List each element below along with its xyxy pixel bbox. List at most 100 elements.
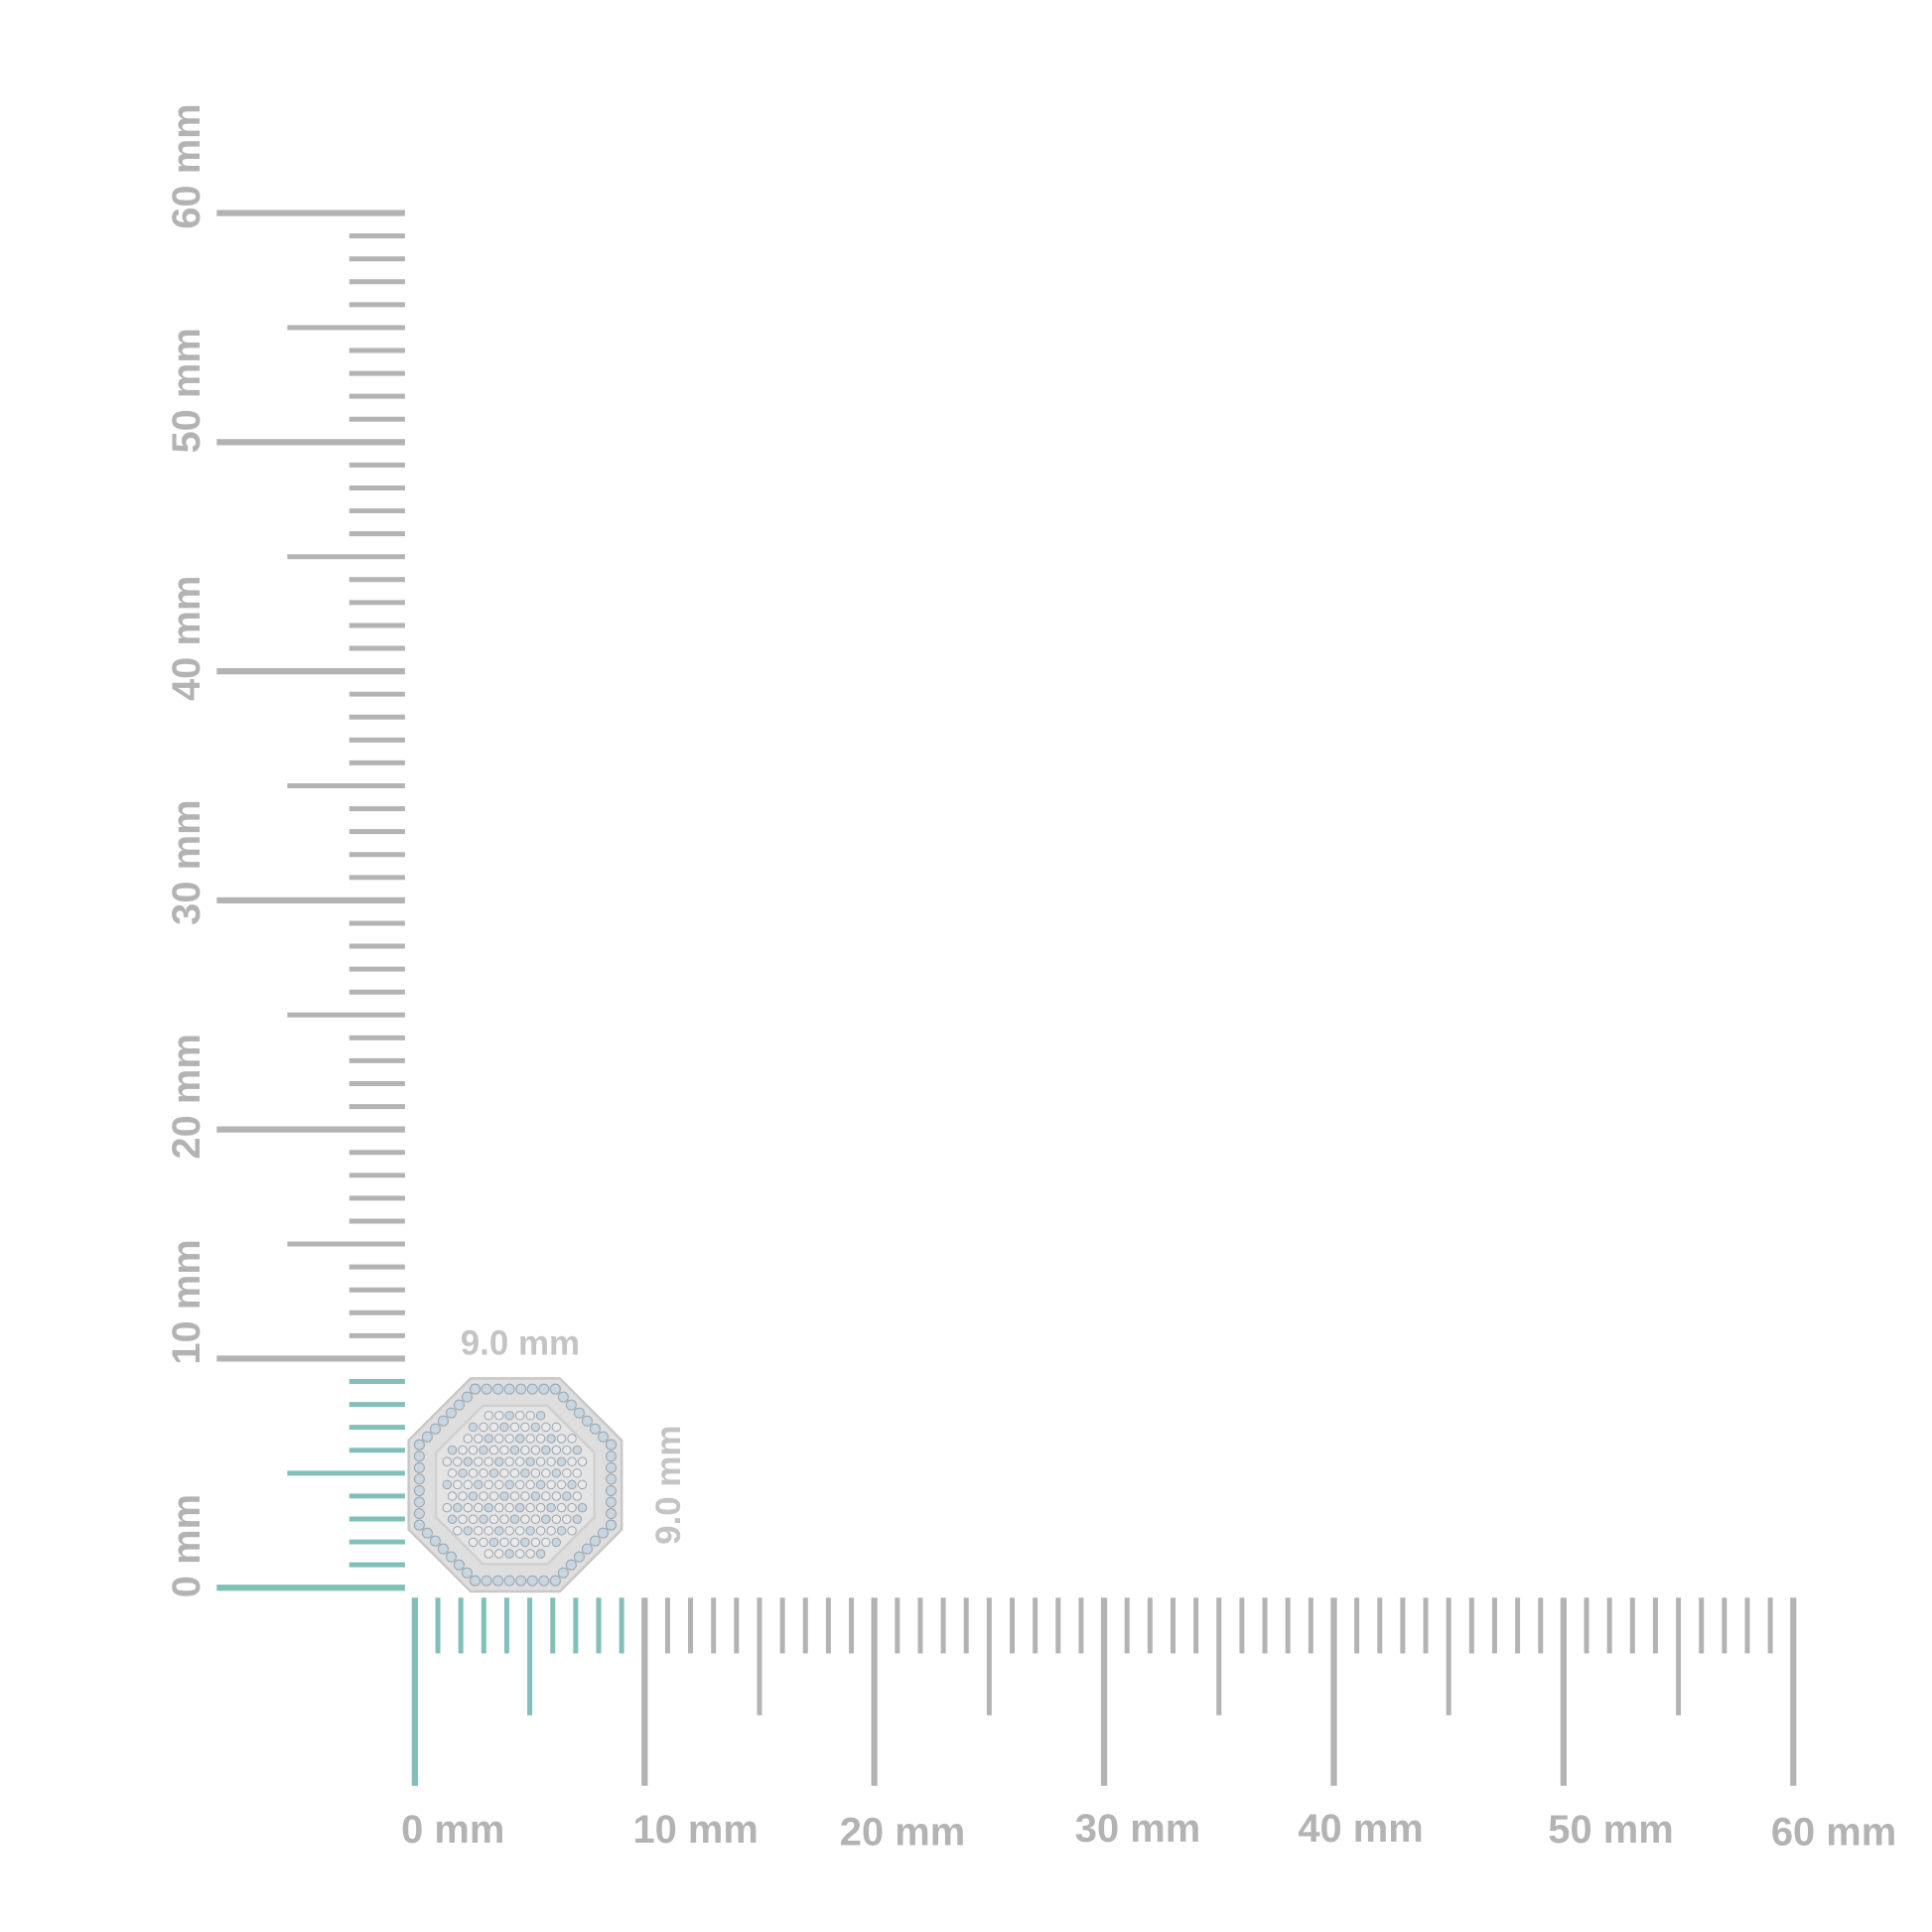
stone <box>557 1567 569 1579</box>
stone <box>514 1411 525 1421</box>
stone <box>442 1456 453 1466</box>
stone <box>535 1456 546 1466</box>
stone <box>572 1491 583 1501</box>
stone <box>483 1526 493 1536</box>
stone <box>526 1575 538 1587</box>
stone <box>535 1411 546 1421</box>
stone <box>493 1479 504 1490</box>
stone <box>458 1491 468 1501</box>
stone <box>504 1411 514 1421</box>
h-label-60: 60 mm <box>1771 1811 1896 1855</box>
octagon-earring <box>407 1377 623 1593</box>
v-label-60: 60 mm <box>165 103 208 228</box>
stone <box>463 1526 474 1536</box>
stone <box>526 1383 538 1395</box>
stone <box>520 1468 530 1478</box>
stone <box>589 1535 601 1547</box>
stone <box>453 1526 463 1536</box>
stone <box>504 1434 514 1444</box>
stone <box>605 1450 617 1462</box>
vertical-ruler-labels: 0 mm 10 mm 20 mm 30 mm 40 mm 50 mm 60 mm <box>165 103 208 1597</box>
stone <box>567 1502 577 1513</box>
stone <box>504 1479 514 1490</box>
stone <box>504 1549 514 1559</box>
stone <box>479 1537 488 1548</box>
stone <box>572 1468 583 1478</box>
stone <box>445 1407 457 1419</box>
stone <box>538 1383 550 1395</box>
stone <box>530 1491 541 1501</box>
stone <box>562 1491 572 1501</box>
h-label-40: 40 mm <box>1298 1807 1423 1851</box>
stone <box>437 1415 449 1427</box>
stone <box>549 1575 561 1587</box>
stone <box>551 1445 562 1455</box>
stone <box>463 1456 474 1466</box>
stone <box>481 1383 492 1395</box>
stone <box>447 1514 458 1524</box>
stone <box>429 1423 441 1435</box>
h-label-10: 10 mm <box>632 1808 758 1852</box>
stone <box>546 1456 556 1466</box>
stone <box>493 1502 504 1513</box>
stone <box>493 1456 504 1466</box>
stone <box>541 1514 551 1524</box>
stone <box>479 1491 488 1501</box>
stone <box>483 1479 493 1490</box>
stone <box>551 1514 562 1524</box>
stone <box>442 1479 453 1490</box>
v-label-10: 10 mm <box>165 1239 208 1364</box>
stone <box>453 1559 465 1571</box>
stone <box>474 1502 483 1513</box>
stone <box>468 1537 479 1548</box>
stone <box>577 1502 588 1513</box>
h-label-50: 50 mm <box>1548 1808 1673 1852</box>
stone <box>483 1456 493 1466</box>
stone <box>421 1431 433 1443</box>
stone <box>530 1422 541 1433</box>
stone <box>556 1456 567 1466</box>
stone <box>458 1514 468 1524</box>
stone <box>567 1456 577 1466</box>
v-label-40: 40 mm <box>165 576 208 701</box>
stone <box>572 1445 583 1455</box>
vertical-ruler-ticks <box>216 209 405 1591</box>
stone <box>492 1575 504 1587</box>
stone <box>483 1411 493 1421</box>
stone <box>551 1468 562 1478</box>
stone <box>413 1508 425 1520</box>
stone <box>530 1514 541 1524</box>
stone <box>488 1491 499 1501</box>
stone <box>514 1549 525 1559</box>
stone <box>520 1514 530 1524</box>
stone <box>520 1491 530 1501</box>
stone <box>525 1434 535 1444</box>
stone <box>556 1434 567 1444</box>
stone <box>562 1514 572 1524</box>
stone <box>442 1502 453 1513</box>
stone <box>562 1468 572 1478</box>
stone <box>577 1456 588 1466</box>
stone <box>597 1431 609 1443</box>
stone <box>546 1434 556 1444</box>
height-dimension-label: 9.0 mm <box>649 1426 688 1545</box>
stone <box>499 1445 509 1455</box>
stone <box>488 1468 499 1478</box>
stone <box>514 1526 525 1536</box>
stone <box>504 1456 514 1466</box>
stone <box>474 1479 483 1490</box>
stone <box>413 1461 425 1473</box>
stone <box>535 1434 546 1444</box>
stone <box>535 1502 546 1513</box>
stone <box>535 1526 546 1536</box>
stone <box>458 1468 468 1478</box>
stone <box>479 1468 488 1478</box>
stone <box>509 1422 520 1433</box>
stone <box>573 1551 585 1563</box>
v-label-30: 30 mm <box>165 799 208 924</box>
stone <box>479 1422 488 1433</box>
stone <box>503 1383 515 1395</box>
stone <box>493 1549 504 1559</box>
stone <box>463 1479 474 1490</box>
stone <box>520 1445 530 1455</box>
